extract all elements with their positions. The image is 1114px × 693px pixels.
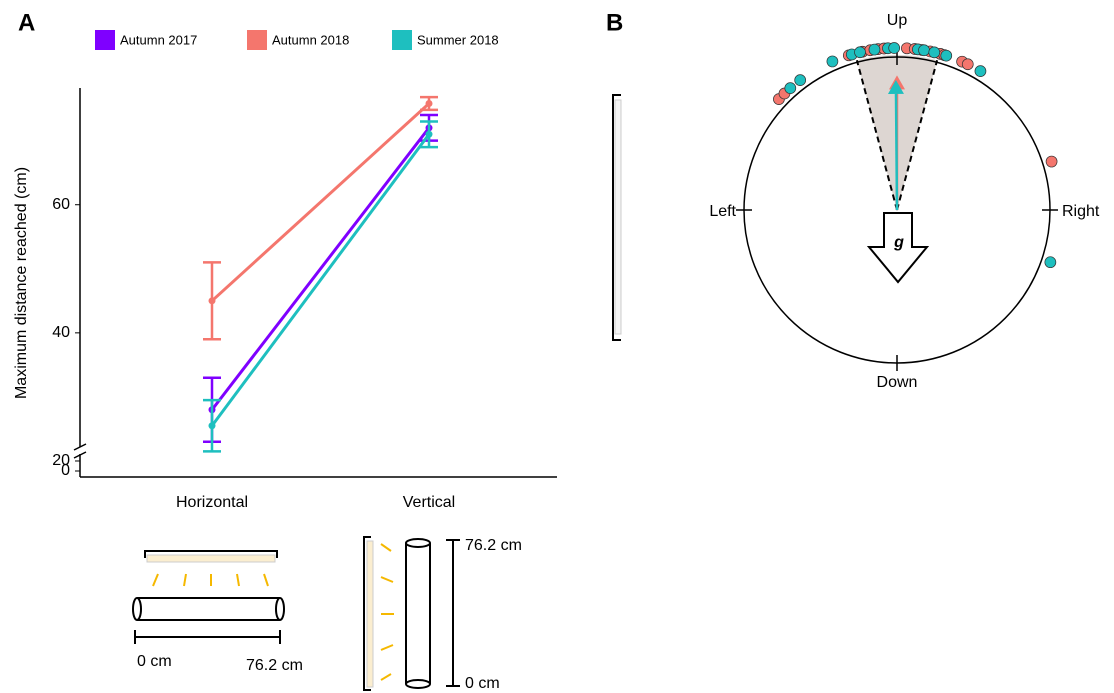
scale-label: 0 cm bbox=[137, 653, 172, 670]
legend-swatch bbox=[392, 30, 412, 50]
x-tick-label: Vertical bbox=[403, 494, 455, 511]
data-point bbox=[918, 44, 930, 57]
legend-label: Autumn 2017 bbox=[120, 32, 197, 47]
axis-break bbox=[73, 451, 87, 459]
mean-vector bbox=[894, 93, 899, 211]
data-point bbox=[974, 65, 987, 77]
mean-arrowhead bbox=[887, 79, 904, 95]
y-tick-label: 40 bbox=[52, 324, 70, 341]
data-point bbox=[826, 55, 839, 68]
data-point bbox=[868, 43, 881, 56]
direction-label: Left bbox=[709, 203, 736, 220]
y-tick-label: 20 bbox=[52, 452, 70, 469]
y-axis-label: Maximum distance reached (cm) bbox=[13, 167, 30, 399]
panel-label: B bbox=[606, 9, 623, 36]
series-line bbox=[210, 102, 431, 302]
y-tick-label: 60 bbox=[52, 196, 70, 213]
legend-label: Summer 2018 bbox=[417, 32, 499, 47]
tube-icon bbox=[612, 94, 622, 341]
point bbox=[425, 130, 433, 138]
direction-label: Up bbox=[887, 12, 908, 29]
axis-break bbox=[73, 443, 87, 451]
legend-swatch bbox=[247, 30, 267, 50]
horizontal-schematic bbox=[132, 550, 285, 644]
data-point bbox=[1045, 155, 1058, 168]
ci-edge bbox=[896, 60, 939, 211]
y-tick-label: 0 bbox=[61, 462, 70, 479]
legend-label: Autumn 2018 bbox=[272, 32, 349, 47]
data-point bbox=[940, 49, 953, 62]
series-line bbox=[210, 126, 431, 411]
point bbox=[425, 100, 433, 108]
gravity-arrow bbox=[866, 212, 930, 284]
point bbox=[208, 422, 216, 430]
ci-edge bbox=[855, 60, 898, 211]
axis-break bbox=[74, 447, 86, 454]
scale-label: 0 cm bbox=[465, 675, 500, 692]
legend-swatch bbox=[95, 30, 115, 50]
scale-label: 76.2 cm bbox=[465, 537, 522, 554]
data-point bbox=[1044, 256, 1057, 269]
data-point bbox=[961, 58, 974, 71]
scale-label: 76.2 cm bbox=[246, 657, 303, 674]
data-point bbox=[794, 74, 807, 86]
vertical-schematic bbox=[363, 536, 460, 691]
x-tick-label: Horizontal bbox=[176, 494, 248, 511]
data-point bbox=[888, 42, 901, 54]
direction-label: Right bbox=[1062, 203, 1100, 220]
panel-label: A bbox=[18, 9, 35, 36]
point bbox=[208, 297, 216, 305]
data-point bbox=[854, 46, 866, 59]
data-point bbox=[928, 46, 941, 59]
data-point bbox=[784, 82, 797, 94]
series-line bbox=[210, 133, 431, 427]
direction-label: Down bbox=[877, 374, 918, 391]
gravity-label: g bbox=[893, 234, 904, 251]
